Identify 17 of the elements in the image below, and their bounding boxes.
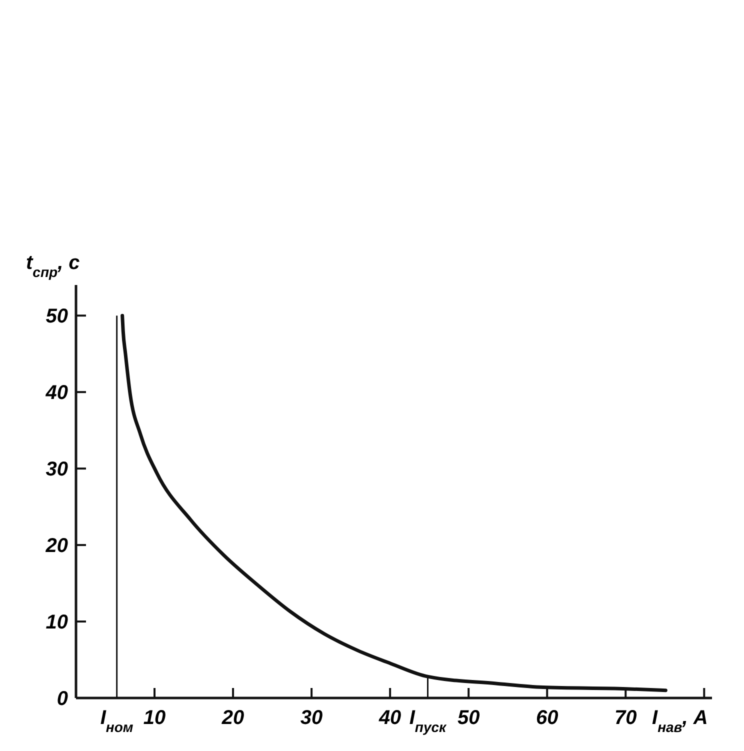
x-tick-label: 50	[457, 707, 480, 729]
x-tick-label: 70	[614, 707, 637, 729]
y-tick-label: 40	[44, 382, 68, 404]
x-tick-label: 20	[220, 707, 244, 729]
y-tick-label: 10	[46, 612, 68, 634]
x-tick-label: 60	[536, 707, 558, 729]
x-axis-title: I$_{нав}$, A	[652, 707, 708, 735]
x-tick-label: 30	[300, 707, 323, 729]
y-axis-title: t$_{спр}$, c	[26, 252, 80, 280]
y-tick-label: 20	[44, 535, 68, 558]
ref-line-label: I$_{ном}$	[100, 707, 134, 735]
x-tick-label: 10	[143, 707, 166, 729]
y-tick-label: 0	[56, 688, 68, 710]
ref-line-label: I$_{пуск}$	[409, 707, 448, 735]
y-tick-label: 50	[46, 306, 68, 328]
y-tick-label: 30	[46, 458, 68, 481]
x-tick-label: 40	[378, 707, 402, 729]
